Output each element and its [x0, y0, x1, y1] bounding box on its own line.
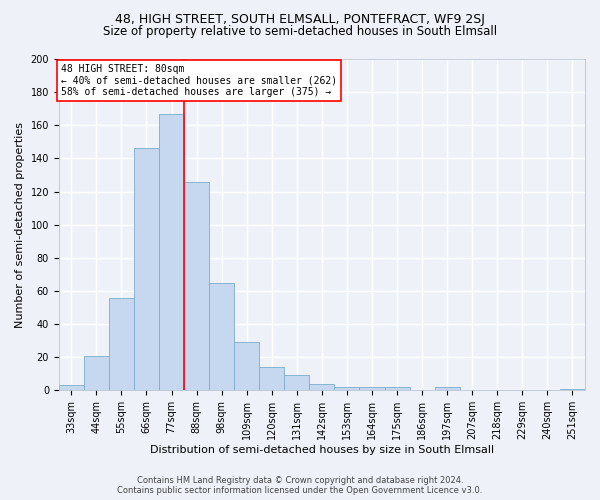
- X-axis label: Distribution of semi-detached houses by size in South Elmsall: Distribution of semi-detached houses by …: [150, 445, 494, 455]
- Bar: [259, 367, 284, 390]
- Bar: [385, 387, 410, 390]
- Text: 48, HIGH STREET, SOUTH ELMSALL, PONTEFRACT, WF9 2SJ: 48, HIGH STREET, SOUTH ELMSALL, PONTEFRA…: [115, 12, 485, 26]
- Bar: [284, 376, 310, 390]
- Bar: [84, 356, 109, 390]
- Text: 48 HIGH STREET: 80sqm
← 40% of semi-detached houses are smaller (262)
58% of sem: 48 HIGH STREET: 80sqm ← 40% of semi-deta…: [61, 64, 337, 97]
- Bar: [310, 384, 334, 390]
- Bar: [209, 282, 234, 391]
- Bar: [184, 182, 209, 390]
- Bar: [234, 342, 259, 390]
- Bar: [59, 386, 84, 390]
- Bar: [109, 298, 134, 390]
- Y-axis label: Number of semi-detached properties: Number of semi-detached properties: [15, 122, 25, 328]
- Text: Contains public sector information licensed under the Open Government Licence v3: Contains public sector information licen…: [118, 486, 482, 495]
- Text: Contains HM Land Registry data © Crown copyright and database right 2024.: Contains HM Land Registry data © Crown c…: [137, 476, 463, 485]
- Bar: [159, 114, 184, 390]
- Text: Size of property relative to semi-detached houses in South Elmsall: Size of property relative to semi-detach…: [103, 25, 497, 38]
- Bar: [134, 148, 159, 390]
- Bar: [560, 388, 585, 390]
- Bar: [359, 387, 385, 390]
- Bar: [334, 387, 359, 390]
- Bar: [434, 387, 460, 390]
